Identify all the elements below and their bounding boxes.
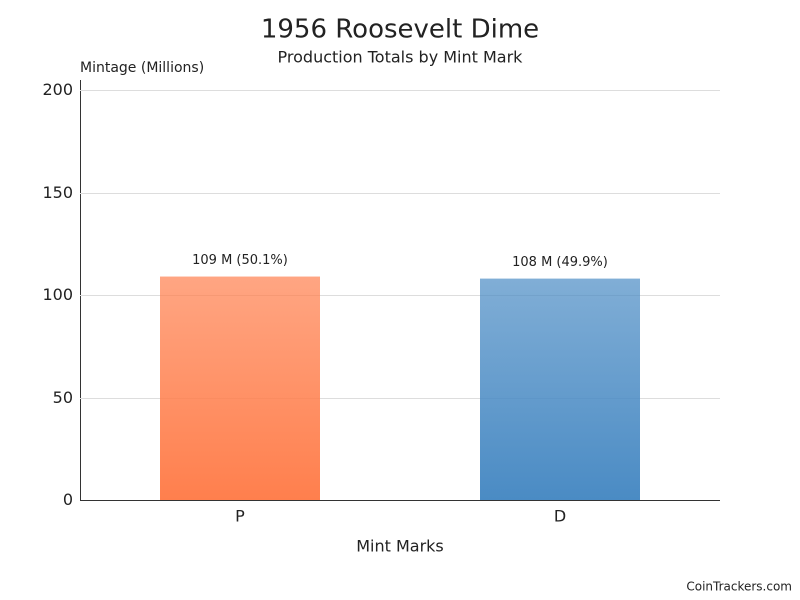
value-label: 109 M (50.1%) [192,253,288,268]
bar [160,276,320,500]
chart-title: 1956 Roosevelt Dime [261,15,539,45]
bar [480,278,640,500]
y-tick-label: 150 [42,183,73,202]
chart-subtitle: Production Totals by Mint Mark [278,48,524,67]
y-tick-label: 50 [53,388,73,407]
y-tick-label: 200 [42,80,73,99]
x-tick-label: D [554,507,566,526]
y-tick-label: 0 [63,490,73,509]
source-label: CoinTrackers.com [686,580,792,594]
y-tick-label: 100 [42,285,73,304]
x-tick-label: P [235,507,245,526]
value-label: 108 M (49.9%) [512,255,608,270]
y-axis-label: Mintage (Millions) [80,60,204,76]
x-axis-label: Mint Marks [356,537,444,556]
